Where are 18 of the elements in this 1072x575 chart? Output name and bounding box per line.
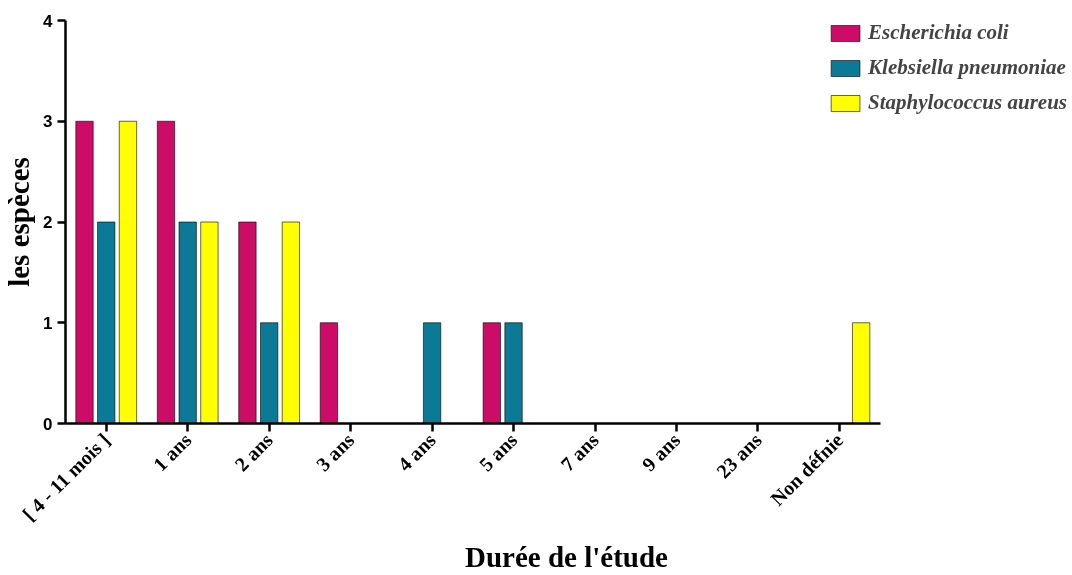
legend-label: Klebsiella pneumoniae (868, 55, 1066, 80)
x-tick-label: 9 ans (637, 428, 685, 476)
x-tick-label: 7 ans (556, 428, 603, 476)
legend-label: Escherichia coli (868, 20, 1009, 45)
x-tick-label: 5 ans (474, 428, 522, 476)
x-tick-label: 23 ans (712, 428, 766, 483)
y-tick-label: 4 (43, 11, 54, 31)
x-axis-title: Durée de l'étude (465, 540, 669, 573)
x-tick-label: 2 ans (230, 428, 278, 476)
legend-label: Staphylococcus aureus (868, 90, 1067, 115)
y-tick-label: 3 (43, 112, 53, 132)
x-tick-label: 4 ans (393, 428, 441, 476)
y-axis-title: les espèces (3, 157, 36, 287)
y-tick-label: 0 (43, 414, 53, 434)
y-tick-label: 2 (43, 213, 53, 232)
x-tick-label: 3 ans (311, 428, 359, 476)
x-tick-label: 1 ans (148, 428, 196, 476)
y-tick-label: 1 (43, 313, 53, 333)
